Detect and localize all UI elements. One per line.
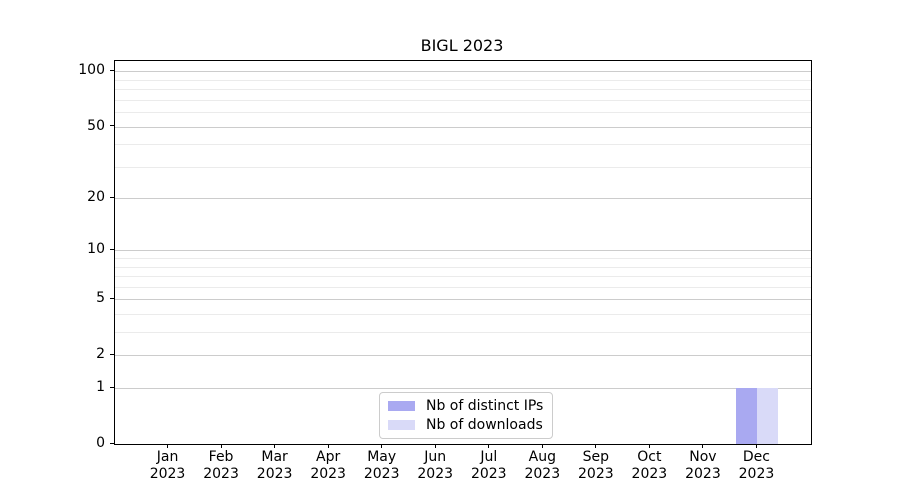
x-tick-year: 2023 xyxy=(203,466,239,482)
legend-swatch-downloads xyxy=(388,420,415,430)
legend-item-distinct-ips: Nb of distinct IPs xyxy=(388,398,543,414)
x-tick-mark xyxy=(434,444,436,448)
x-tick-year: 2023 xyxy=(470,466,507,482)
x-axis-tick-label: Jul 2023 xyxy=(459,449,519,483)
x-axis-tick-label: Mar 2023 xyxy=(245,449,305,483)
x-tick-month: Feb xyxy=(208,449,234,465)
x-tick-month: Jul xyxy=(480,449,498,465)
y-tick-mark xyxy=(110,297,114,299)
y-axis-tick-label: 0 xyxy=(96,435,105,451)
major-gridline xyxy=(115,126,811,128)
x-tick-year: 2023 xyxy=(524,466,561,482)
major-gridline xyxy=(115,388,811,390)
minor-gridline xyxy=(115,258,811,260)
x-axis-tick-label: Sep 2023 xyxy=(566,449,626,483)
legend: Nb of distinct IPs Nb of downloads xyxy=(379,392,554,439)
y-axis-tick-label: 100 xyxy=(78,62,105,79)
y-tick-mark xyxy=(110,248,114,250)
y-tick-mark xyxy=(110,125,114,127)
major-gridline xyxy=(115,355,811,357)
y-tick-mark xyxy=(110,196,114,198)
x-tick-month: Nov xyxy=(689,449,717,465)
major-gridline xyxy=(115,198,811,200)
bar-dec-2023-series0 xyxy=(736,388,758,444)
y-tick-mark xyxy=(110,386,114,388)
major-gridline xyxy=(115,71,811,73)
bar-dec-2023-series1 xyxy=(757,388,779,444)
y-axis-tick-label: 5 xyxy=(96,290,105,307)
x-tick-mark xyxy=(274,444,276,448)
y-tick-mark xyxy=(110,442,114,444)
x-tick-mark xyxy=(702,444,704,448)
minor-gridline xyxy=(115,166,811,168)
x-axis-tick-label: May 2023 xyxy=(352,449,412,483)
y-axis-tick-label: 50 xyxy=(87,117,105,134)
x-axis-tick-label: Feb 2023 xyxy=(191,449,251,483)
x-tick-year: 2023 xyxy=(738,466,775,482)
y-axis-tick-label: 20 xyxy=(87,189,105,206)
x-tick-mark xyxy=(327,444,329,448)
minor-gridline xyxy=(115,99,811,101)
x-tick-month: Mar xyxy=(261,449,288,465)
x-tick-year: 2023 xyxy=(417,466,454,482)
x-tick-mark xyxy=(755,444,757,448)
x-axis-tick-label: Oct 2023 xyxy=(619,449,679,483)
y-axis-tick-label: 1 xyxy=(96,379,105,396)
x-axis-tick-label: Aug 2023 xyxy=(512,449,572,483)
x-tick-month: Aug xyxy=(528,449,556,465)
minor-gridline xyxy=(115,266,811,268)
legend-item-downloads: Nb of downloads xyxy=(388,417,543,433)
x-axis-tick-label: Dec 2023 xyxy=(726,449,786,483)
x-tick-mark xyxy=(488,444,490,448)
x-tick-month: Dec xyxy=(742,449,770,465)
x-tick-year: 2023 xyxy=(631,466,668,482)
x-tick-year: 2023 xyxy=(149,466,186,482)
x-axis-tick-label: Apr 2023 xyxy=(298,449,358,483)
minor-gridline xyxy=(115,286,811,288)
chart-title: BIGL 2023 xyxy=(420,36,504,55)
minor-gridline xyxy=(115,314,811,316)
legend-swatch-distinct-ips xyxy=(388,401,415,411)
x-tick-month: Oct xyxy=(637,449,662,465)
x-tick-month: Apr xyxy=(316,449,341,465)
minor-gridline xyxy=(115,276,811,278)
x-tick-month: Sep xyxy=(582,449,610,465)
minor-gridline xyxy=(115,144,811,146)
x-tick-mark xyxy=(595,444,597,448)
x-tick-mark xyxy=(541,444,543,448)
major-gridline xyxy=(115,299,811,301)
x-tick-year: 2023 xyxy=(363,466,400,482)
x-tick-year: 2023 xyxy=(256,466,293,482)
x-tick-mark xyxy=(220,444,222,448)
x-tick-month: Jun xyxy=(424,449,447,465)
x-tick-year: 2023 xyxy=(578,466,614,482)
minor-gridline xyxy=(115,79,811,81)
x-tick-mark xyxy=(381,444,383,448)
legend-label-downloads: Nb of downloads xyxy=(426,417,543,433)
minor-gridline xyxy=(115,112,811,114)
x-tick-month: May xyxy=(367,449,397,465)
y-axis-tick-label: 2 xyxy=(96,346,105,363)
y-tick-mark xyxy=(110,69,114,71)
y-tick-mark xyxy=(110,353,114,355)
x-axis-tick-label: Nov 2023 xyxy=(673,449,733,483)
minor-gridline xyxy=(115,332,811,334)
x-tick-mark xyxy=(648,444,650,448)
minor-gridline xyxy=(115,89,811,91)
x-tick-month: Jan xyxy=(156,449,179,465)
plot-area: Nb of distinct IPs Nb of downloads xyxy=(114,60,812,445)
x-tick-year: 2023 xyxy=(685,466,721,482)
major-gridline xyxy=(115,250,811,252)
x-tick-year: 2023 xyxy=(310,466,346,482)
legend-label-distinct-ips: Nb of distinct IPs xyxy=(426,398,544,414)
x-axis-tick-label: Jun 2023 xyxy=(405,449,465,483)
x-axis-tick-label: Jan 2023 xyxy=(138,449,198,483)
y-axis-tick-label: 10 xyxy=(87,241,105,258)
x-tick-mark xyxy=(167,444,169,448)
